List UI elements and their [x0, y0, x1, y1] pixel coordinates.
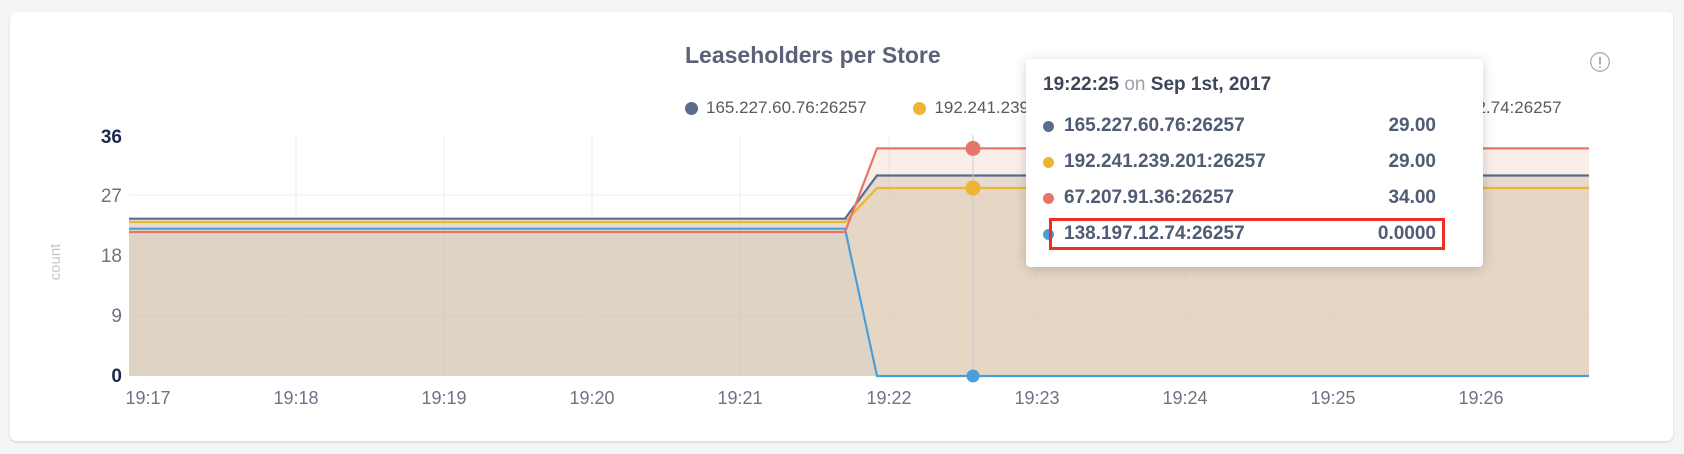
svg-text:36: 36	[101, 127, 122, 148]
svg-text:19:18: 19:18	[273, 388, 318, 408]
svg-text:19:26: 19:26	[1458, 388, 1503, 408]
svg-text:19:23: 19:23	[1014, 388, 1059, 408]
svg-text:27: 27	[101, 186, 122, 207]
svg-text:19:19: 19:19	[421, 388, 466, 408]
svg-text:count: count	[47, 243, 64, 281]
svg-text:9: 9	[111, 306, 122, 327]
svg-text:19:17: 19:17	[125, 388, 170, 408]
svg-text:19:24: 19:24	[1162, 388, 1207, 408]
svg-text:19:22: 19:22	[866, 388, 911, 408]
svg-text:0: 0	[111, 366, 122, 387]
svg-text:19:21: 19:21	[717, 388, 762, 408]
svg-text:19:25: 19:25	[1310, 388, 1355, 408]
svg-text:19:20: 19:20	[569, 388, 614, 408]
svg-text:18: 18	[101, 246, 122, 267]
